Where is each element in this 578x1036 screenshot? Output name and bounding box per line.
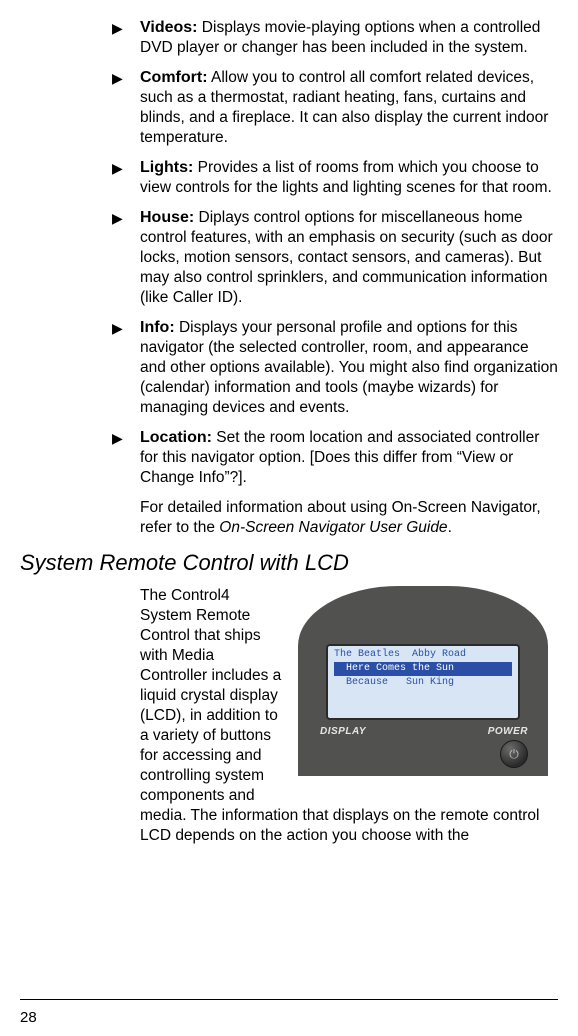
- bullet-title: Comfort:: [140, 69, 208, 86]
- remote-label-display: DISPLAY: [320, 726, 366, 737]
- lcd-line: The Beatles: [334, 649, 400, 660]
- bullet-marker-icon: ▶: [112, 318, 140, 418]
- paragraph-after-image: media. The information that displays on …: [140, 806, 558, 846]
- ref-post: .: [448, 519, 452, 536]
- remote-lcd: The Beatles Abby Road Here Comes the Sun…: [326, 644, 520, 720]
- page-number: 28: [20, 1009, 37, 1026]
- bullet-text: House: Diplays control options for misce…: [140, 208, 558, 308]
- bullet-text: Info: Displays your personal profile and…: [140, 318, 558, 418]
- bullet-item: ▶ Info: Displays your personal profile a…: [112, 318, 558, 418]
- bullet-text: Videos: Displays movie-playing options w…: [140, 18, 558, 58]
- bullet-marker-icon: ▶: [112, 208, 140, 308]
- bullet-item: ▶ Comfort: Allow you to control all comf…: [112, 68, 558, 148]
- lcd-line: Abby Road: [406, 649, 466, 660]
- bullet-desc: Displays your personal profile and optio…: [140, 319, 558, 416]
- remote-illustration: The Beatles Abby Road Here Comes the Sun…: [298, 586, 558, 776]
- bullet-list: ▶ Videos: Displays movie-playing options…: [112, 18, 558, 488]
- bullet-title: Videos:: [140, 19, 198, 36]
- lcd-line: Because: [334, 677, 388, 688]
- paragraph-reference: For detailed information about using On-…: [140, 498, 558, 538]
- bullet-marker-icon: ▶: [112, 428, 140, 488]
- bullet-title: Lights:: [140, 159, 193, 176]
- bullet-item: ▶ Location: Set the room location and as…: [112, 428, 558, 488]
- bullet-title: Location:: [140, 429, 212, 446]
- bullet-desc: Diplays control options for miscellaneou…: [140, 209, 553, 306]
- bullet-title: House:: [140, 209, 194, 226]
- bullet-text: Comfort: Allow you to control all comfor…: [140, 68, 558, 148]
- bullet-marker-icon: ▶: [112, 68, 140, 148]
- section-heading: System Remote Control with LCD: [20, 550, 558, 576]
- lcd-line-selected: Here Comes the Sun: [334, 662, 512, 676]
- bullet-title: Info:: [140, 319, 175, 336]
- bullet-desc: Displays movie-playing options when a co…: [140, 19, 540, 56]
- footer-rule: [20, 999, 558, 1000]
- bullet-item: ▶ Videos: Displays movie-playing options…: [112, 18, 558, 58]
- bullet-text: Location: Set the room location and asso…: [140, 428, 558, 488]
- bullet-marker-icon: ▶: [112, 158, 140, 198]
- power-icon: ⏻: [500, 740, 528, 768]
- lcd-line: Sun King: [394, 677, 454, 688]
- bullet-item: ▶ Lights: Provides a list of rooms from …: [112, 158, 558, 198]
- paragraph-left: The Control4 System Remote Control that …: [140, 586, 284, 806]
- bullet-marker-icon: ▶: [112, 18, 140, 58]
- bullet-desc: Provides a list of rooms from which you …: [140, 159, 552, 196]
- bullet-item: ▶ House: Diplays control options for mis…: [112, 208, 558, 308]
- bullet-text: Lights: Provides a list of rooms from wh…: [140, 158, 558, 198]
- remote-label-power: POWER: [488, 726, 528, 737]
- ref-title-italic: On-Screen Navigator User Guide: [219, 519, 447, 536]
